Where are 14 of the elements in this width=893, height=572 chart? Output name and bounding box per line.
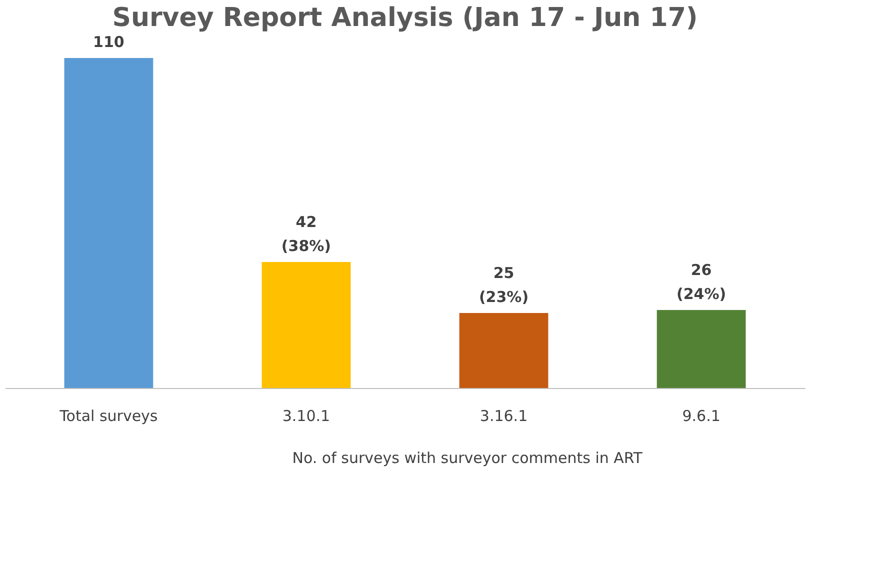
text: 25 (23%) (478, 264, 529, 306)
text: No. of surveys with surveyor comments in ART (292, 449, 644, 467)
bar (656, 310, 746, 388)
x-tick-label: 3.16.1 (480, 407, 528, 425)
x-tick-label: 9.6.1 (682, 407, 720, 425)
data-label: 110 (93, 33, 124, 51)
text: 26 (24%) (676, 261, 726, 303)
x-tick-label: 3.10.1 (282, 407, 330, 425)
x-tick-label: Total surveys (58, 407, 158, 425)
bar (262, 262, 351, 388)
bar (459, 313, 548, 388)
text: 42 (38%) (281, 213, 332, 255)
chart-title: Survey Report Analysis (Jan 17 - Jun 17) (112, 3, 698, 33)
bar (64, 58, 154, 388)
